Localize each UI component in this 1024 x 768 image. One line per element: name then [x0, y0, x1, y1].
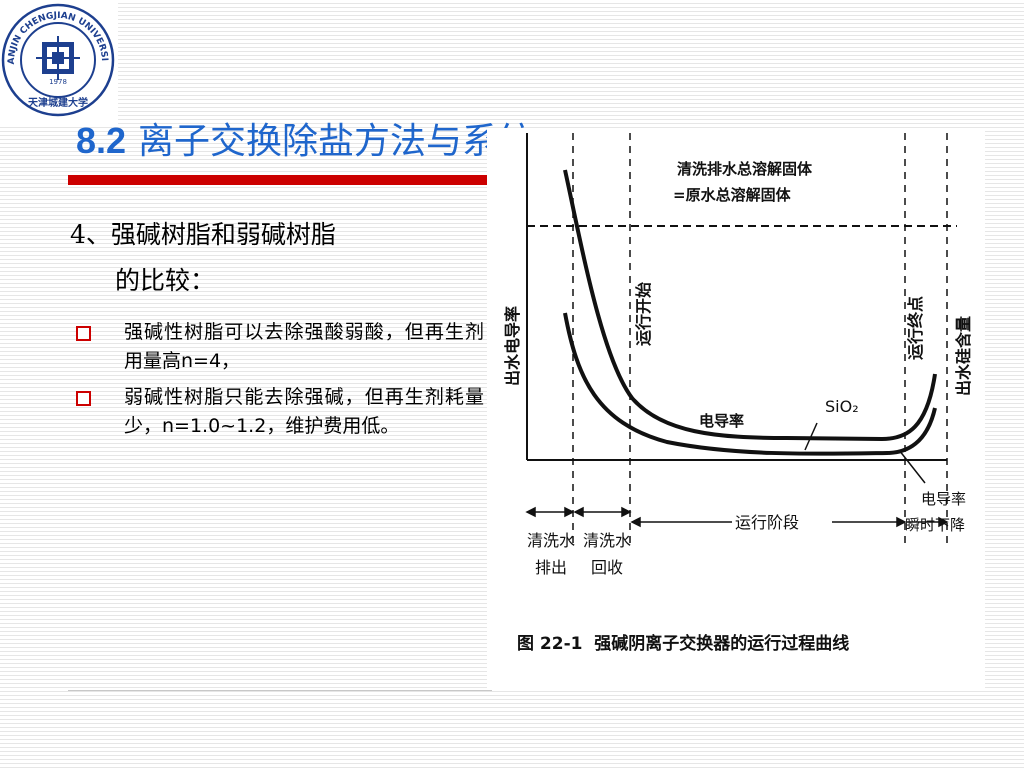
title-text: 离子交换除盐方法与系统: [138, 121, 535, 162]
heading-line-1: 4、强碱树脂和弱碱树脂: [70, 220, 336, 249]
logo-inner-text: 天津城建大学: [28, 96, 88, 109]
phase-drop-line-1: 电导率: [921, 490, 966, 508]
phase-drop-line-2: 瞬时下降: [905, 516, 965, 534]
logo-year: 1978: [49, 78, 67, 86]
run-end-label: 运行终点: [906, 296, 925, 360]
bullet-item: 弱碱性树脂只能去除强碱，但再生剂耗量少，n=1.0~1.2，维护费用低。: [74, 383, 484, 441]
figure-caption: 图 22-1 强碱阴离子交换器的运行过程曲线: [517, 633, 849, 654]
run-start-label: 运行开始: [634, 282, 653, 346]
conductivity-label: 电导率: [699, 412, 744, 430]
top-note-line-1: 清洗排水总溶解固体: [677, 160, 813, 178]
process-curve-figure: 清洗排水总溶解固体 =原水总溶解固体 出水电导率 出水硅含量 运行开始 运行终点…: [487, 128, 985, 688]
square-bullet-icon: [76, 326, 91, 341]
sio2-label: SiO₂: [825, 397, 859, 416]
square-bullet-icon: [76, 391, 91, 406]
section-heading: 4、强碱树脂和弱碱树脂 的比较：: [70, 212, 336, 304]
bullet-list: 强碱性树脂可以去除强酸弱酸，但再生剂用量高n=4， 弱碱性树脂只能去除强碱，但再…: [74, 318, 484, 448]
bullet-text: 强碱性树脂可以去除强酸弱酸，但再生剂用量高n=4，: [124, 321, 484, 372]
bullet-text: 弱碱性树脂只能去除强碱，但再生剂耗量少，n=1.0~1.2，维护费用低。: [124, 386, 484, 437]
phase-rinse-recover-line-1: 清洗水: [583, 531, 631, 550]
heading-line-2: 的比较：: [115, 266, 216, 295]
bullet-item: 强碱性树脂可以去除强酸弱酸，但再生剂用量高n=4，: [74, 318, 484, 376]
phase-rinse-drain-line-1: 清洗水: [527, 531, 575, 550]
sio2-leader-line: [804, 422, 818, 451]
title-underline: [68, 175, 492, 185]
bottom-divider: [68, 690, 492, 691]
phase-rinse-drain-line-2: 排出: [535, 558, 567, 577]
right-axis-label: 出水硅含量: [954, 316, 973, 396]
sio2-curve: [563, 312, 937, 456]
drop-leader-line: [898, 449, 926, 484]
top-note-line-2: =原水总溶解固体: [673, 186, 792, 204]
phase-arrows: [525, 506, 949, 528]
phase-run-label: 运行阶段: [735, 513, 799, 532]
left-axis-label: 出水电导率: [503, 306, 522, 386]
title-number: 8.2: [76, 120, 127, 161]
phase-rinse-recover-line-2: 回收: [591, 558, 623, 577]
conductivity-curve: [563, 169, 937, 442]
slide-title: 8.2 离子交换除盐方法与系统: [76, 112, 534, 164]
university-logo: TIANJIN CHENGJIAN UNIVERSITY 1978 天津城建大学: [0, 0, 118, 124]
